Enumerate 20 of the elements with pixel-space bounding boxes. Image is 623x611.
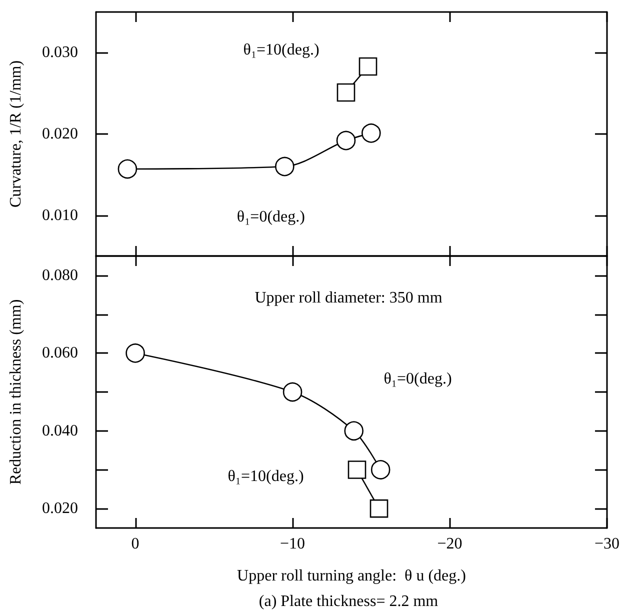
annotation: θ₁=10(deg.): [243, 42, 320, 59]
annotation: θ₁=0(deg.): [384, 370, 452, 388]
y-tick-label: 0.030: [42, 44, 78, 62]
y-tick-label: 0.040: [42, 422, 78, 440]
y-tick-label: 0.010: [42, 206, 78, 224]
y-axis-title: Curvature, 1/R (1/mm): [8, 60, 24, 208]
x-tick-label: −30: [594, 536, 620, 552]
y-tick-label: 0.080: [42, 266, 78, 284]
annotation: Upper roll diameter: 350 mm: [254, 289, 443, 306]
annotation: θ₁=0(deg.): [236, 208, 305, 226]
y-axis-title: Reduction in thickness (mm): [8, 299, 24, 485]
annotation: θ₁=10(deg.): [228, 468, 304, 485]
text: (a) Plate thickness= 2.2 mm: [258, 592, 439, 610]
x-tick-label: 0: [131, 536, 140, 552]
y-tick-label: 0.020: [42, 500, 78, 518]
x-tick-label: −10: [280, 536, 306, 552]
y-tick-label: 0.060: [42, 344, 78, 362]
x-tick-label: −20: [437, 536, 462, 552]
y-tick-label: 0.020: [42, 126, 78, 142]
x-axis-title: Upper roll turning angle: θ u (deg.): [237, 568, 466, 584]
